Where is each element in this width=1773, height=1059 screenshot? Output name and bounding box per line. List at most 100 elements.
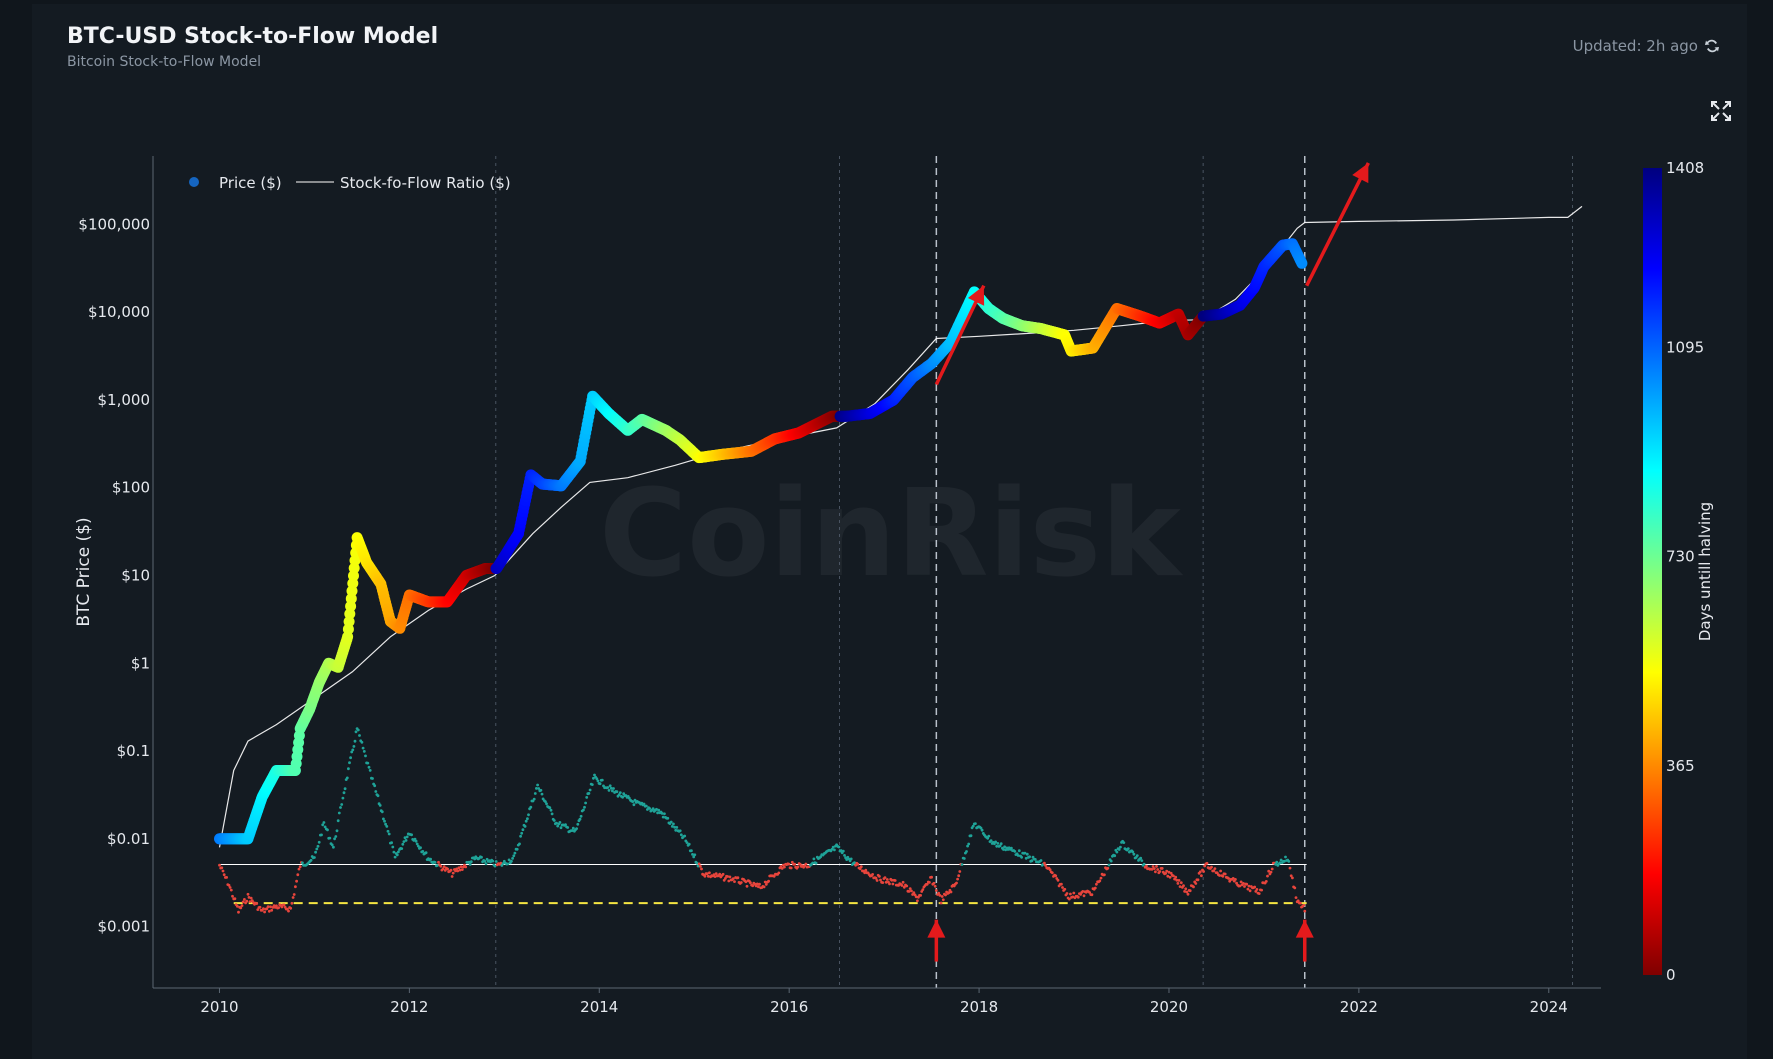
deviation-point: [1020, 855, 1023, 859]
deviation-point: [491, 859, 495, 863]
deviation-point: [582, 808, 585, 812]
x-tick-label: 2024: [1530, 998, 1568, 1016]
deviation-point: [277, 906, 280, 910]
deviation-point: [793, 862, 796, 866]
deviation-point: [666, 816, 670, 820]
deviation-point: [485, 857, 489, 861]
deviation-point: [621, 795, 624, 799]
deviation-point: [1278, 861, 1282, 865]
deviation-point: [908, 887, 912, 890]
deviation-point: [290, 901, 294, 905]
deviation-point: [1178, 885, 1182, 888]
deviation-point: [544, 800, 547, 803]
colorbar-tick-label: 365: [1666, 757, 1695, 775]
deviation-point: [859, 865, 863, 869]
deviation-point: [1177, 879, 1181, 882]
deviation-point: [1176, 882, 1180, 885]
deviation-point: [1213, 867, 1217, 870]
deviation-point: [533, 792, 537, 795]
fullscreen-expand-icon[interactable]: [1709, 99, 1733, 123]
deviation-point: [564, 823, 567, 827]
deviation-point: [987, 834, 991, 838]
deviation-point: [884, 880, 888, 884]
deviation-point: [282, 903, 286, 907]
deviation-point: [320, 833, 323, 837]
deviation-point: [1184, 887, 1188, 891]
deviation-point: [566, 826, 570, 829]
deviation-point: [248, 900, 252, 903]
deviation-point: [450, 875, 454, 878]
deviation-point: [727, 879, 731, 883]
deviation-point: [549, 808, 553, 812]
refresh-icon[interactable]: [1703, 37, 1721, 55]
series-layer: [214, 205, 1583, 914]
deviation-point: [526, 817, 529, 821]
deviation-point: [354, 730, 358, 734]
deviation-point: [1238, 884, 1242, 888]
deviation-point: [763, 880, 767, 884]
deviation-point: [571, 826, 575, 830]
deviation-point: [1212, 869, 1216, 873]
deviation-point: [1093, 886, 1097, 890]
deviation-point: [1155, 865, 1158, 868]
deviation-point: [1109, 859, 1113, 863]
deviation-point: [938, 894, 942, 897]
deviation-point: [456, 869, 460, 873]
deviation-point: [941, 898, 945, 902]
deviation-point: [1113, 854, 1117, 858]
deviation-point: [550, 812, 554, 816]
deviation-point: [446, 867, 449, 871]
deviation-point: [1072, 891, 1076, 895]
deviation-point: [632, 803, 636, 807]
page-subtitle: Bitcoin Stock-to-Flow Model: [67, 54, 262, 70]
deviation-point: [693, 853, 697, 857]
deviation-point: [1243, 885, 1246, 888]
deviation-point: [416, 844, 420, 848]
deviation-point: [1082, 894, 1086, 898]
deviation-point: [672, 822, 675, 826]
deviation-point: [429, 857, 432, 861]
deviation-point: [853, 861, 856, 865]
price-point: [1296, 257, 1308, 269]
deviation-point: [1168, 875, 1172, 879]
deviation-point: [1164, 872, 1167, 875]
deviation-point: [767, 879, 770, 883]
deviation-point: [1150, 867, 1154, 871]
deviation-point: [598, 782, 602, 786]
deviation-point: [705, 872, 709, 876]
deviation-point: [600, 778, 604, 782]
deviation-point: [256, 908, 260, 911]
deviation-point: [994, 840, 997, 844]
deviation-point: [559, 826, 563, 830]
deviation-point: [1266, 874, 1269, 878]
deviation-point: [934, 889, 938, 892]
deviation-point: [758, 882, 761, 886]
deviation-point: [1183, 890, 1186, 893]
y-tick-label: $0.001: [98, 918, 151, 936]
colorbar: 0 365 730 1095 1408 Days untill halving: [1643, 159, 1714, 984]
deviation-point: [1165, 869, 1169, 873]
deviation-point: [1221, 874, 1225, 878]
deviation-point: [1218, 874, 1221, 877]
deviation-point: [233, 897, 237, 901]
deviation-point: [755, 882, 759, 886]
deviation-point: [1076, 895, 1080, 899]
deviation-point: [1065, 892, 1069, 895]
deviation-point: [523, 825, 527, 828]
deviation-point: [1179, 881, 1183, 885]
deviation-point: [819, 855, 823, 859]
deviation-point: [507, 858, 511, 862]
deviation-point: [979, 826, 983, 830]
deviation-point: [678, 829, 682, 833]
deviation-point: [1299, 901, 1302, 905]
deviation-point: [1270, 867, 1274, 871]
deviation-point: [1247, 884, 1251, 888]
deviation-point: [631, 800, 635, 803]
deviation-point: [721, 872, 725, 876]
deviation-point: [316, 844, 320, 848]
deviation-point: [606, 786, 610, 789]
deviation-point: [874, 876, 878, 880]
deviation-point: [401, 842, 405, 846]
deviation-point: [703, 874, 707, 878]
deviation-point: [460, 868, 464, 871]
